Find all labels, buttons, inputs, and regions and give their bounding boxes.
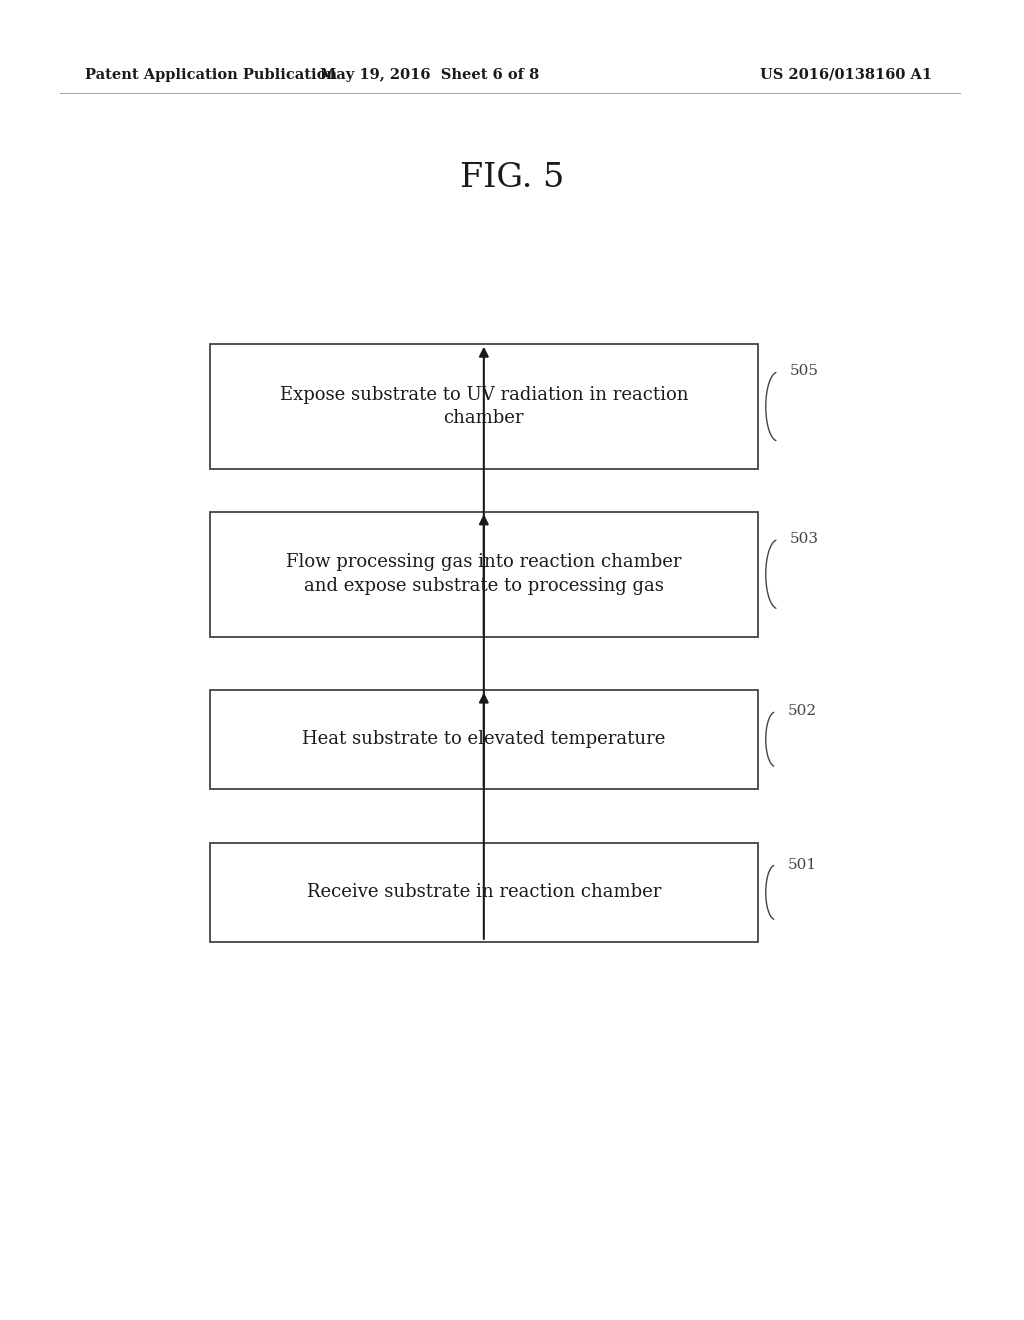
Text: Receive substrate in reaction chamber: Receive substrate in reaction chamber [306,883,662,902]
Text: 501: 501 [787,858,816,871]
Bar [210,843,758,942]
Text: 502: 502 [787,705,816,718]
Text: FIG. 5: FIG. 5 [460,162,564,194]
Text: US 2016/0138160 A1: US 2016/0138160 A1 [760,69,932,82]
Bar [210,345,758,470]
Text: May 19, 2016  Sheet 6 of 8: May 19, 2016 Sheet 6 of 8 [321,69,540,82]
Text: Heat substrate to elevated temperature: Heat substrate to elevated temperature [302,730,666,748]
Text: 503: 503 [790,532,819,546]
Text: Expose substrate to UV radiation in reaction
chamber: Expose substrate to UV radiation in reac… [280,385,688,428]
Text: Flow processing gas into reaction chamber
and expose substrate to processing gas: Flow processing gas into reaction chambe… [286,553,682,595]
Text: 505: 505 [790,364,819,379]
Text: Patent Application Publication: Patent Application Publication [85,69,337,82]
Bar [210,689,758,789]
Bar [210,511,758,638]
